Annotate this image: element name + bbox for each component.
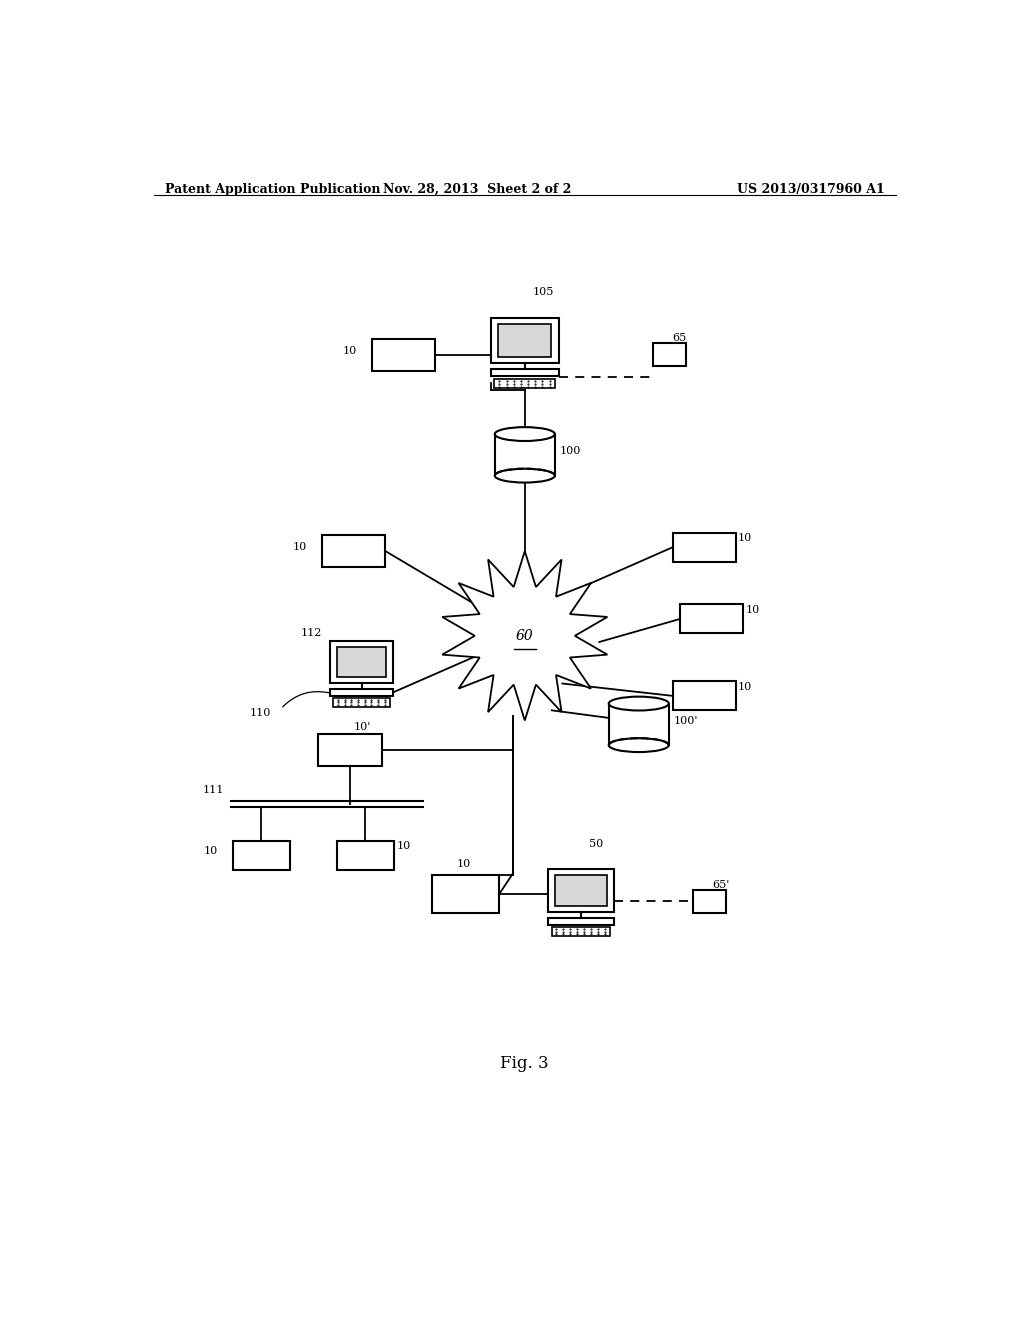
FancyBboxPatch shape: [330, 689, 393, 696]
Text: 10: 10: [343, 346, 357, 356]
FancyBboxPatch shape: [232, 841, 291, 870]
FancyBboxPatch shape: [432, 875, 500, 913]
Text: 10: 10: [738, 681, 753, 692]
Text: Fig. 3: Fig. 3: [501, 1055, 549, 1072]
FancyBboxPatch shape: [337, 841, 394, 870]
Ellipse shape: [495, 469, 555, 483]
FancyBboxPatch shape: [693, 890, 726, 913]
Text: 110: 110: [250, 708, 271, 718]
Ellipse shape: [495, 428, 555, 441]
FancyBboxPatch shape: [673, 681, 736, 710]
Text: 65: 65: [673, 333, 687, 343]
FancyBboxPatch shape: [333, 698, 390, 706]
FancyBboxPatch shape: [548, 917, 613, 925]
Polygon shape: [495, 434, 555, 475]
FancyBboxPatch shape: [680, 605, 743, 634]
FancyBboxPatch shape: [330, 642, 393, 684]
Text: 105: 105: [532, 286, 554, 297]
Text: 112: 112: [301, 628, 323, 639]
Polygon shape: [442, 552, 607, 721]
Text: 60: 60: [516, 628, 534, 643]
Text: 10: 10: [738, 533, 753, 543]
FancyBboxPatch shape: [673, 533, 736, 562]
Text: 100': 100': [674, 715, 698, 726]
Text: US 2013/0317960 A1: US 2013/0317960 A1: [737, 183, 885, 197]
FancyBboxPatch shape: [337, 647, 386, 677]
FancyBboxPatch shape: [490, 318, 559, 363]
Text: Patent Application Publication: Patent Application Publication: [165, 183, 381, 197]
Ellipse shape: [608, 738, 669, 752]
FancyBboxPatch shape: [552, 927, 610, 936]
Text: 100: 100: [559, 446, 581, 455]
Polygon shape: [608, 704, 669, 744]
Text: 111: 111: [203, 785, 224, 795]
Text: 10: 10: [293, 543, 307, 552]
Ellipse shape: [608, 697, 669, 710]
FancyBboxPatch shape: [548, 870, 613, 912]
FancyBboxPatch shape: [555, 875, 606, 907]
FancyBboxPatch shape: [323, 535, 385, 568]
Text: Nov. 28, 2013  Sheet 2 of 2: Nov. 28, 2013 Sheet 2 of 2: [383, 183, 571, 197]
FancyBboxPatch shape: [373, 339, 435, 371]
Text: 10: 10: [457, 859, 470, 870]
FancyBboxPatch shape: [653, 343, 686, 367]
Text: 50: 50: [589, 838, 603, 849]
FancyBboxPatch shape: [495, 379, 555, 388]
FancyBboxPatch shape: [499, 325, 551, 356]
Text: 65': 65': [713, 879, 730, 890]
Text: 10: 10: [745, 605, 760, 615]
FancyBboxPatch shape: [490, 370, 559, 376]
FancyBboxPatch shape: [318, 734, 382, 766]
Text: 10: 10: [396, 841, 411, 851]
Text: 10: 10: [204, 846, 217, 857]
Text: 10': 10': [354, 722, 372, 731]
